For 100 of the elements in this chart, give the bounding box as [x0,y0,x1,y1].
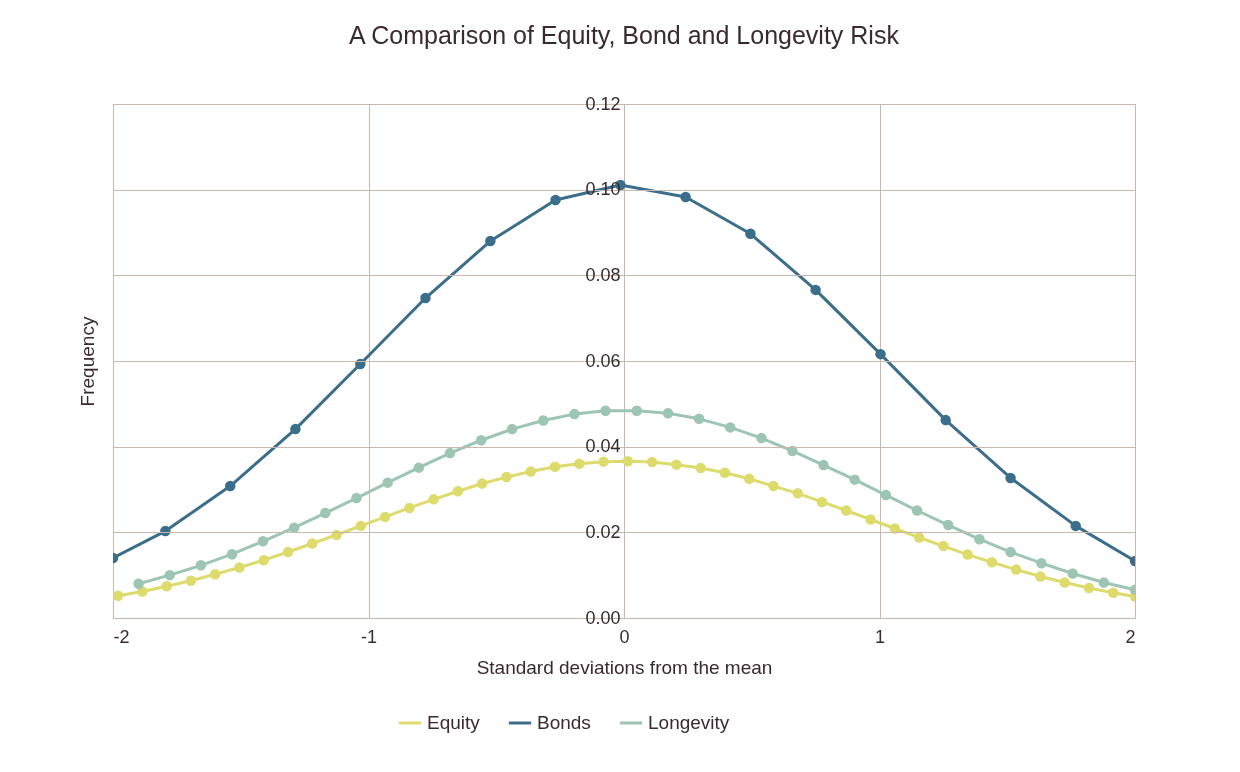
point [382,477,393,488]
point [787,445,798,457]
point [1070,520,1081,532]
legend-label: Equity [427,712,481,733]
x-tick-label: 1 [874,626,886,647]
point [745,228,756,240]
point [290,423,301,435]
point [452,485,464,497]
point [133,578,144,589]
y-tick-label: 0.08 [585,264,621,285]
point [420,292,431,304]
point [257,536,269,547]
point [938,540,949,552]
point [598,456,609,467]
point [307,538,318,549]
x-tick-label: -1 [360,626,378,647]
legend-label: Bonds [537,712,591,733]
point [1067,568,1078,579]
point [413,462,425,473]
point [1059,577,1070,588]
point [320,507,331,519]
point [225,480,236,492]
point [538,415,549,426]
point [695,462,706,474]
point [525,466,536,477]
point [680,191,691,203]
y-tick-label: 0.04 [585,436,621,457]
point [550,194,561,206]
point [476,478,488,489]
point [768,480,779,492]
point [501,471,512,483]
point [161,581,172,592]
point [880,489,892,501]
point [622,456,634,467]
point [792,488,803,499]
point [288,522,300,533]
point [600,405,611,416]
point [743,473,755,485]
point [818,459,829,471]
point [574,458,585,470]
point [875,348,886,360]
point [942,519,954,531]
point [1036,557,1047,569]
y-axis-title: Frequency [76,316,98,407]
point [1005,472,1016,484]
x-tick-label: 2 [1125,626,1136,647]
point [725,422,736,433]
point [569,408,580,420]
y-tick-label: 0.06 [585,350,621,371]
point [258,554,269,566]
point [137,586,148,597]
point [185,575,197,586]
x-tick-label: -2 [113,626,130,647]
legend-label: Longevity [648,712,730,733]
point [164,569,175,581]
point [849,474,860,485]
point [226,548,238,560]
point [282,546,294,558]
point [841,505,852,516]
point [662,408,674,419]
point [865,514,876,525]
point [810,284,821,296]
point [631,405,643,416]
point [1005,546,1016,558]
x-tick-label: 0 [619,626,630,647]
point [1108,587,1119,598]
y-tick-label: 0.00 [585,607,621,628]
point [1098,577,1110,588]
point [671,459,682,470]
x-axis-title: Standard deviations from the mean [476,656,773,678]
point [209,569,221,580]
point [940,414,951,426]
point [646,456,658,468]
point [351,492,362,504]
point [506,423,518,435]
point [404,502,415,514]
point [485,235,496,247]
point [693,413,705,425]
point [913,532,925,543]
point [816,496,828,508]
chart-title: A Comparison of Equity, Bond and Longevity Risk [349,21,900,49]
point [475,435,487,446]
y-tick-label: 0.02 [585,521,621,542]
point [234,562,245,573]
point [1010,564,1022,575]
point [1083,582,1095,594]
point [962,549,973,560]
point [756,432,767,444]
point [1035,571,1046,582]
point [444,447,456,459]
point [428,494,439,505]
y-tick-label: 0.12 [585,93,621,114]
point [195,560,207,571]
point [113,590,124,601]
point [974,533,985,545]
point [889,523,901,534]
point [719,467,731,479]
point [379,511,391,523]
point [911,505,923,516]
point [549,461,561,473]
